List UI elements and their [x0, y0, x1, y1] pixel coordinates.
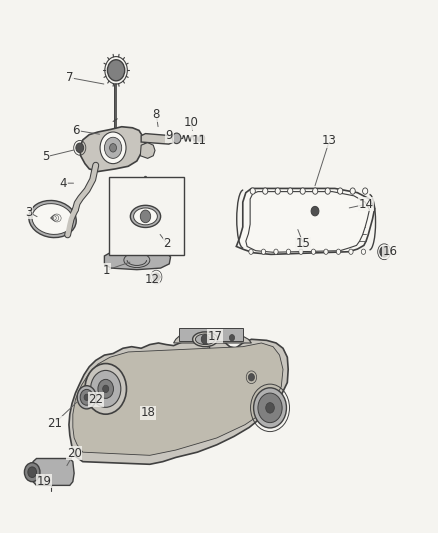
Circle shape [261, 249, 266, 254]
Polygon shape [73, 343, 283, 455]
Polygon shape [80, 127, 145, 172]
Text: 15: 15 [296, 237, 311, 251]
Text: 20: 20 [67, 447, 81, 460]
Text: 13: 13 [322, 134, 337, 148]
Ellipse shape [32, 204, 73, 235]
Circle shape [311, 206, 319, 216]
Polygon shape [246, 191, 370, 252]
Text: 21: 21 [47, 417, 62, 430]
Circle shape [77, 386, 96, 409]
Text: 18: 18 [140, 406, 155, 419]
Polygon shape [32, 458, 74, 486]
Circle shape [199, 135, 205, 142]
Circle shape [350, 188, 355, 194]
Text: 9: 9 [166, 129, 173, 142]
Circle shape [266, 402, 274, 413]
Bar [179, 328, 243, 342]
Circle shape [325, 188, 330, 194]
Circle shape [25, 463, 40, 482]
Circle shape [85, 364, 127, 414]
Ellipse shape [131, 205, 161, 228]
Circle shape [80, 390, 93, 405]
Polygon shape [141, 134, 176, 144]
Circle shape [300, 188, 305, 194]
Text: 8: 8 [152, 108, 160, 121]
Text: 19: 19 [36, 475, 51, 488]
Circle shape [324, 249, 328, 254]
Text: 4: 4 [60, 176, 67, 190]
Circle shape [288, 188, 293, 194]
Circle shape [84, 394, 89, 400]
Circle shape [380, 246, 389, 257]
Circle shape [100, 132, 126, 164]
Circle shape [107, 60, 125, 81]
Text: 3: 3 [25, 206, 32, 219]
Text: 12: 12 [145, 273, 159, 286]
Ellipse shape [29, 200, 76, 238]
Polygon shape [69, 340, 288, 464]
Bar [109, 177, 184, 255]
Circle shape [254, 388, 286, 428]
Text: 1: 1 [103, 264, 110, 277]
Circle shape [140, 210, 151, 223]
Circle shape [104, 138, 122, 158]
Text: 10: 10 [184, 116, 198, 129]
Circle shape [248, 374, 254, 381]
Circle shape [313, 188, 318, 194]
Circle shape [172, 133, 181, 143]
Text: 2: 2 [163, 237, 171, 251]
Circle shape [363, 188, 368, 194]
Circle shape [102, 385, 109, 393]
Text: 16: 16 [382, 245, 397, 258]
Circle shape [91, 370, 121, 407]
Text: 11: 11 [192, 134, 207, 148]
Circle shape [98, 379, 113, 398]
Circle shape [230, 335, 235, 341]
Circle shape [76, 143, 84, 152]
Circle shape [336, 249, 341, 254]
Circle shape [275, 188, 280, 194]
Text: 14: 14 [359, 198, 374, 211]
Circle shape [201, 335, 209, 344]
Circle shape [153, 273, 160, 281]
Text: 7: 7 [66, 71, 74, 84]
Polygon shape [236, 189, 374, 254]
Circle shape [258, 393, 282, 423]
Text: 22: 22 [88, 393, 103, 406]
Circle shape [28, 467, 36, 478]
Polygon shape [140, 142, 155, 158]
Circle shape [338, 188, 343, 194]
Circle shape [311, 249, 316, 254]
Ellipse shape [134, 208, 157, 225]
Circle shape [250, 188, 255, 194]
Circle shape [286, 249, 291, 254]
Circle shape [263, 188, 268, 194]
Ellipse shape [193, 332, 218, 346]
Circle shape [361, 249, 366, 254]
Ellipse shape [195, 334, 215, 344]
Circle shape [249, 249, 253, 254]
Circle shape [274, 249, 278, 254]
Circle shape [349, 249, 353, 254]
Polygon shape [173, 336, 251, 343]
Text: 5: 5 [42, 150, 49, 163]
Polygon shape [104, 252, 170, 270]
Text: 6: 6 [73, 124, 80, 137]
Text: 17: 17 [207, 329, 222, 343]
Circle shape [299, 249, 303, 254]
Circle shape [110, 143, 117, 152]
